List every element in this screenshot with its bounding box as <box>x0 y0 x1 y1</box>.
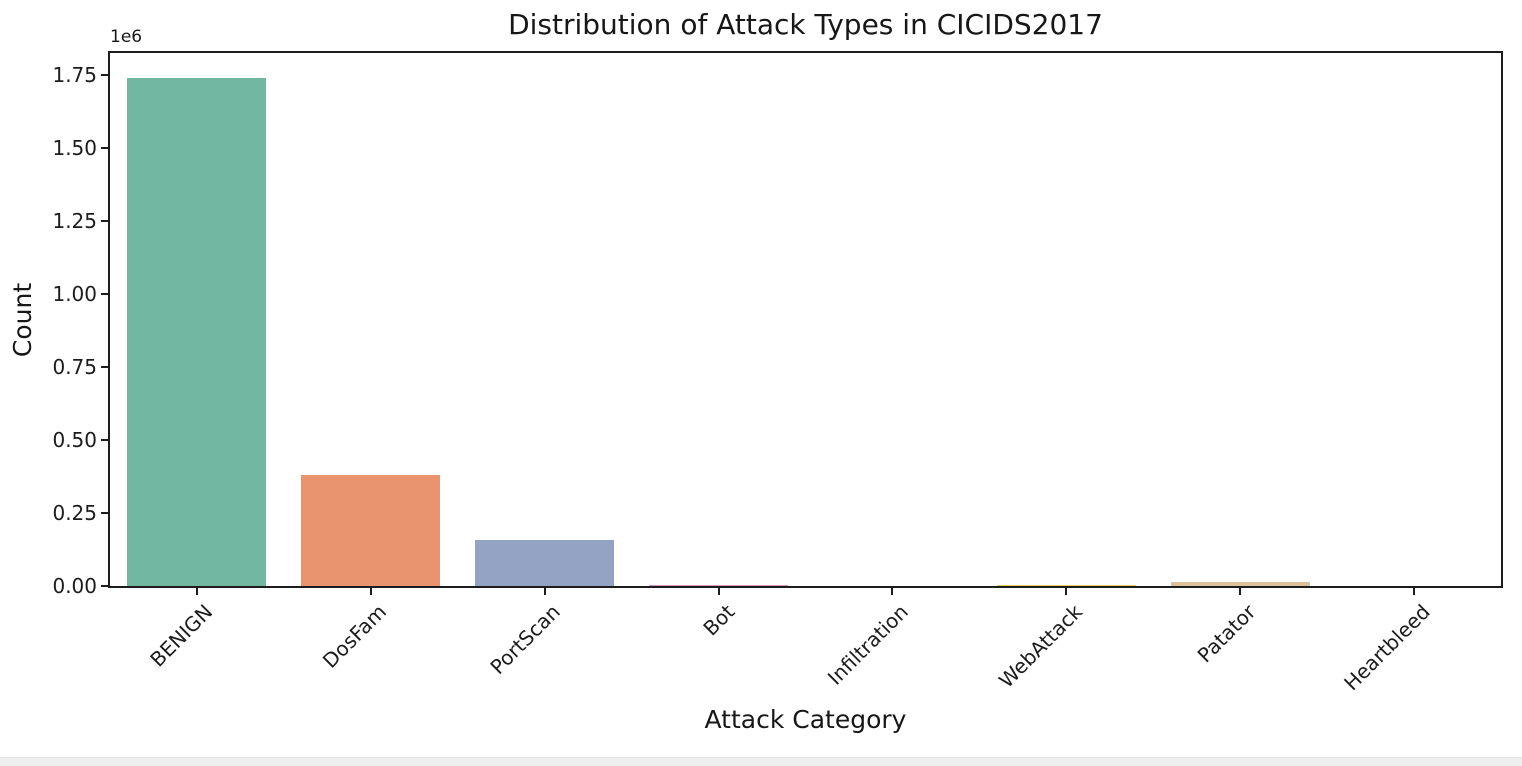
y-tick-mark <box>101 511 108 514</box>
y-tick: 0.00 <box>0 576 108 596</box>
y-tick: 1.75 <box>0 65 108 85</box>
x-tick-label-infiltration: Infiltration <box>822 599 913 690</box>
x-tick-mark <box>1239 588 1242 595</box>
y-tick: 1.00 <box>0 284 108 304</box>
y-tick-mark <box>101 146 108 149</box>
y-tick-mark <box>101 219 108 222</box>
y-tick-label: 0.00 <box>52 574 97 598</box>
x-tick-label-dosfam: DosFam <box>318 599 392 673</box>
x-tick-mark <box>1413 588 1416 595</box>
bar-benign <box>127 77 267 586</box>
x-tick-label-patator: Patator <box>1192 599 1261 668</box>
y-tick: 0.50 <box>0 430 108 450</box>
y-tick: 1.25 <box>0 211 108 231</box>
x-tick-label-bot: Bot <box>698 599 740 641</box>
y-tick-mark <box>101 585 108 587</box>
bar-patator <box>1170 581 1310 586</box>
y-tick-mark <box>101 365 108 368</box>
x-tick-label-heartbleed: Heartbleed <box>1338 599 1435 696</box>
y-axis-offset-label: 1e6 <box>110 27 143 47</box>
y-tick: 0.25 <box>0 503 108 523</box>
bar-webattack <box>996 585 1136 586</box>
x-tick-mark <box>369 588 372 595</box>
x-tick-mark <box>543 588 546 595</box>
x-tick-label-webattack: WebAttack <box>993 599 1087 693</box>
bottom-panel-edge <box>0 757 1522 766</box>
plot-area <box>108 51 1503 588</box>
x-tick-mark <box>1065 588 1068 595</box>
bar-dosfam <box>301 474 441 586</box>
y-tick-label: 0.75 <box>52 354 97 379</box>
y-tick-label: 1.25 <box>52 208 97 233</box>
x-tick-mark <box>195 588 198 595</box>
y-tick-label: 0.50 <box>52 427 97 452</box>
y-tick-label: 0.25 <box>52 500 97 525</box>
y-tick-mark <box>101 292 108 295</box>
y-tick: 0.75 <box>0 357 108 377</box>
x-axis-label: Attack Category <box>704 705 907 734</box>
bar-portscan <box>475 539 615 586</box>
x-tick-mark <box>717 588 720 595</box>
y-tick: 1.50 <box>0 138 108 158</box>
chart-title: Distribution of Attack Types in CICIDS20… <box>508 8 1103 41</box>
x-tick-mark <box>891 588 894 595</box>
y-tick-label: 1.75 <box>52 62 97 87</box>
y-tick-mark <box>101 73 108 76</box>
y-tick-label: 1.50 <box>52 135 97 160</box>
x-tick-label-benign: BENIGN <box>145 599 218 672</box>
x-tick-label-portscan: PortScan <box>485 599 566 679</box>
y-tick-mark <box>101 438 108 441</box>
bar-bot <box>649 585 789 586</box>
y-tick-label: 1.00 <box>52 281 97 306</box>
